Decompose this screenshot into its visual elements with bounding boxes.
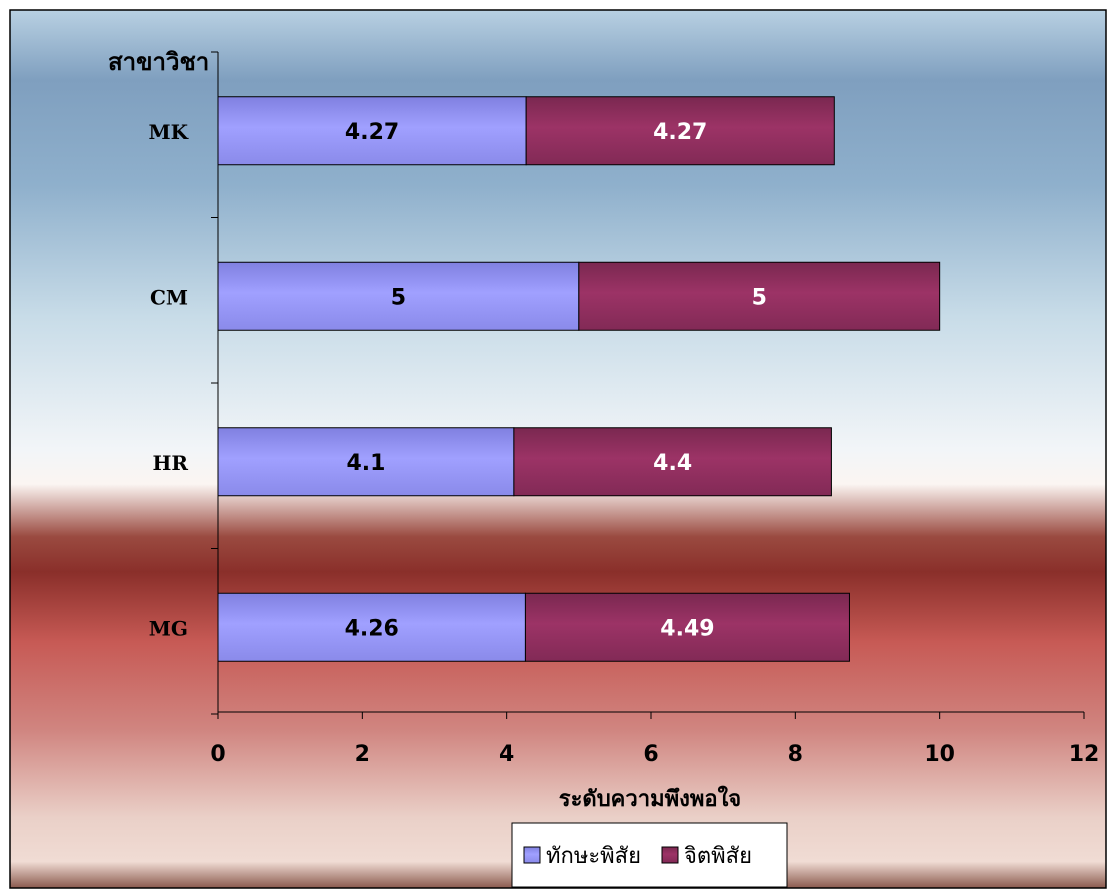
y-axis-label: สาขาวิชา — [108, 47, 209, 76]
bar-mk-series-1 — [525, 96, 835, 166]
category-label-mg: MG — [149, 616, 188, 640]
data-label-cm-series-1: 5 — [752, 285, 767, 310]
x-axis-label: ระดับความพึงพอใจ — [559, 785, 741, 812]
bar-mk-series-0 — [217, 96, 527, 166]
data-label-hr-series-0: 4.1 — [346, 451, 385, 476]
x-tick-label-4: 4 — [499, 742, 514, 767]
bar-cm-series-0 — [217, 261, 580, 331]
bar-mg-series-1 — [524, 592, 850, 662]
legend-label-1: จิตพิสัย — [684, 844, 752, 869]
data-label-mg-series-1: 4.49 — [660, 616, 714, 641]
category-label-cm: CM — [150, 285, 188, 309]
bar-mg-series-0 — [217, 592, 526, 662]
x-tick-label-2: 2 — [355, 742, 370, 767]
data-label-cm-series-0: 5 — [391, 285, 406, 310]
x-tick-label-12: 12 — [1069, 742, 1100, 767]
data-label-hr-series-1: 4.4 — [653, 451, 692, 476]
data-label-mk-series-0: 4.27 — [345, 120, 399, 145]
legend-swatch-1 — [661, 846, 679, 864]
category-label-hr: HR — [152, 451, 188, 475]
x-tick-label-0: 0 — [210, 742, 225, 767]
data-label-mg-series-0: 4.26 — [345, 616, 399, 641]
legend-box — [511, 822, 788, 888]
x-tick-label-8: 8 — [788, 742, 803, 767]
legend-swatch-0 — [523, 846, 541, 864]
x-tick-label-10: 10 — [924, 742, 955, 767]
bar-hr-series-1 — [513, 427, 832, 497]
bars-layer: 4.27 4.27 5 5 4.1 4.4 4.26 4.49 — [217, 96, 941, 662]
x-tick-label-6: 6 — [643, 742, 658, 767]
category-label-mk: MK — [148, 120, 188, 144]
bar-cm-series-1 — [578, 261, 941, 331]
axis-layer: MK CM HR MG 0 2 4 6 8 10 12 — [148, 51, 1100, 767]
legend: ทักษะพิสัย จิตพิสัย — [511, 822, 788, 888]
data-label-mk-series-1: 4.27 — [653, 120, 707, 145]
bar-hr-series-0 — [217, 427, 515, 497]
legend-label-0: ทักษะพิสัย — [546, 844, 641, 869]
